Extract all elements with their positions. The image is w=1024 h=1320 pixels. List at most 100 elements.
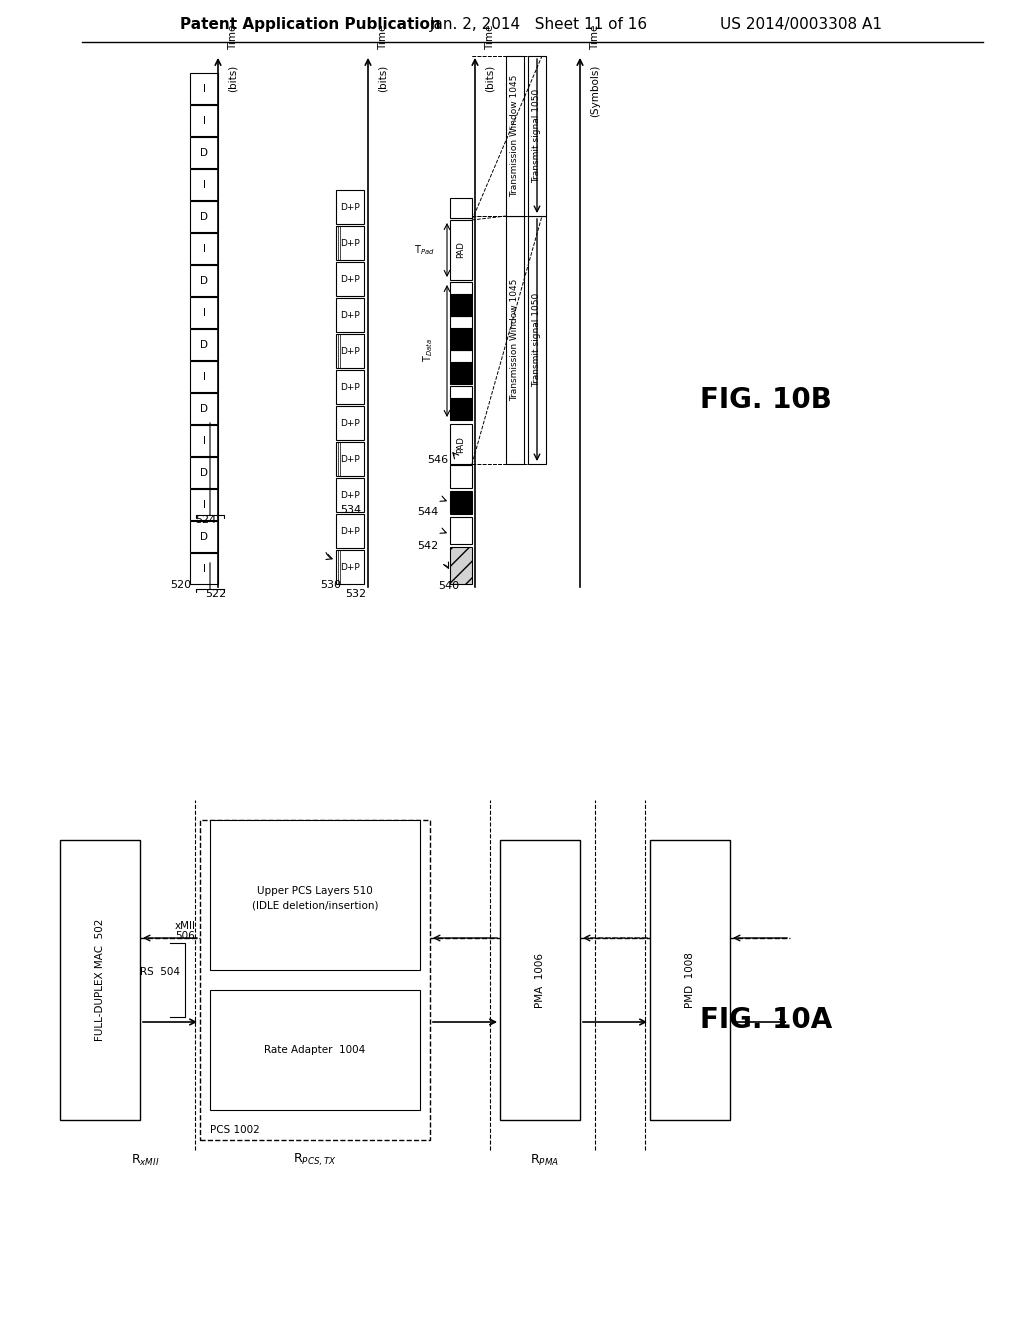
- Bar: [336, 370, 364, 404]
- Bar: [336, 226, 364, 260]
- Text: D: D: [200, 341, 208, 350]
- Text: (bits): (bits): [485, 65, 495, 92]
- Text: R$_{PCS,TX}$: R$_{PCS,TX}$: [293, 1152, 337, 1168]
- Bar: [210, 820, 420, 970]
- Bar: [450, 327, 472, 350]
- Text: Rate Adapter  1004: Rate Adapter 1004: [264, 1045, 366, 1055]
- Bar: [190, 137, 218, 168]
- Text: I: I: [203, 308, 206, 318]
- Text: D: D: [200, 469, 208, 478]
- Bar: [450, 294, 472, 315]
- Text: 544: 544: [417, 507, 438, 517]
- Text: US 2014/0003308 A1: US 2014/0003308 A1: [720, 17, 882, 33]
- Bar: [528, 216, 546, 465]
- Text: Transmission Window 1045: Transmission Window 1045: [511, 279, 519, 401]
- Text: D+P: D+P: [340, 491, 359, 499]
- Bar: [190, 329, 218, 360]
- Bar: [506, 216, 524, 465]
- Bar: [450, 350, 472, 362]
- Text: D+P: D+P: [340, 202, 359, 211]
- Text: 530: 530: [319, 579, 341, 590]
- Text: D+P: D+P: [340, 527, 359, 536]
- Text: D: D: [200, 148, 208, 158]
- Bar: [650, 840, 730, 1119]
- Text: Upper PCS Layers 510: Upper PCS Layers 510: [257, 886, 373, 896]
- Bar: [190, 521, 218, 552]
- Bar: [450, 385, 472, 399]
- Bar: [190, 360, 218, 392]
- Bar: [500, 840, 580, 1119]
- Bar: [210, 990, 420, 1110]
- Text: T$_{Pad}$: T$_{Pad}$: [415, 243, 435, 257]
- Text: I: I: [203, 84, 206, 94]
- Text: R$_{xMII}$: R$_{xMII}$: [131, 1152, 159, 1168]
- Text: 520: 520: [170, 579, 191, 590]
- Text: FULL-DUPLEX MAC  502: FULL-DUPLEX MAC 502: [95, 919, 105, 1041]
- Bar: [336, 298, 364, 333]
- Text: I: I: [203, 500, 206, 510]
- Bar: [60, 840, 140, 1119]
- Text: PAD: PAD: [457, 437, 466, 454]
- Bar: [190, 201, 218, 232]
- Bar: [450, 491, 472, 513]
- Text: I: I: [203, 244, 206, 253]
- Text: T$_{Data}$: T$_{Data}$: [421, 338, 435, 362]
- Bar: [336, 261, 364, 296]
- Text: PMD  1008: PMD 1008: [685, 952, 695, 1008]
- Bar: [528, 55, 546, 216]
- Bar: [190, 106, 218, 136]
- Text: 506: 506: [175, 931, 195, 941]
- Text: I: I: [203, 116, 206, 125]
- Text: D: D: [200, 276, 208, 286]
- Text: xMII: xMII: [175, 921, 196, 931]
- Text: I: I: [203, 436, 206, 446]
- Bar: [336, 190, 364, 224]
- Text: (bits): (bits): [378, 65, 388, 92]
- Text: 532: 532: [345, 589, 367, 599]
- Bar: [190, 553, 218, 583]
- Text: R$_{PMA}$: R$_{PMA}$: [530, 1152, 559, 1168]
- Text: Transmit signal 1050: Transmit signal 1050: [532, 88, 542, 183]
- Bar: [336, 442, 364, 477]
- Text: (bits): (bits): [228, 65, 238, 92]
- Bar: [190, 169, 218, 201]
- Bar: [450, 465, 472, 488]
- Bar: [506, 55, 524, 216]
- Text: D+P: D+P: [340, 418, 359, 428]
- Bar: [190, 457, 218, 488]
- Text: 534: 534: [340, 506, 361, 515]
- Text: D+P: D+P: [340, 239, 359, 248]
- Bar: [190, 425, 218, 455]
- Bar: [336, 478, 364, 512]
- Text: D: D: [200, 404, 208, 414]
- Text: D+P: D+P: [340, 383, 359, 392]
- Bar: [336, 334, 364, 368]
- Text: 524: 524: [195, 515, 216, 525]
- Text: FIG. 10A: FIG. 10A: [700, 1006, 833, 1034]
- Bar: [190, 488, 218, 520]
- Bar: [190, 265, 218, 296]
- Text: Transmission Window 1045: Transmission Window 1045: [511, 75, 519, 197]
- Bar: [450, 220, 472, 280]
- Bar: [190, 234, 218, 264]
- Bar: [200, 820, 430, 1140]
- Text: I: I: [203, 564, 206, 574]
- Bar: [336, 513, 364, 548]
- Bar: [190, 73, 218, 104]
- Text: 546: 546: [427, 455, 449, 465]
- Text: (Symbols): (Symbols): [590, 65, 600, 117]
- Text: RS  504: RS 504: [140, 968, 180, 977]
- Text: D+P: D+P: [340, 275, 359, 284]
- Bar: [450, 424, 472, 465]
- Text: Jan. 2, 2014   Sheet 11 of 16: Jan. 2, 2014 Sheet 11 of 16: [430, 17, 648, 33]
- Text: Time: Time: [378, 25, 388, 50]
- Text: I: I: [203, 180, 206, 190]
- Text: D: D: [200, 213, 208, 222]
- Text: Time: Time: [485, 25, 495, 50]
- Text: D+P: D+P: [340, 454, 359, 463]
- Bar: [190, 297, 218, 327]
- Text: Time: Time: [590, 25, 600, 50]
- Text: Transmit signal 1050: Transmit signal 1050: [532, 293, 542, 387]
- Text: Patent Application Publication: Patent Application Publication: [180, 17, 440, 33]
- Bar: [450, 282, 472, 294]
